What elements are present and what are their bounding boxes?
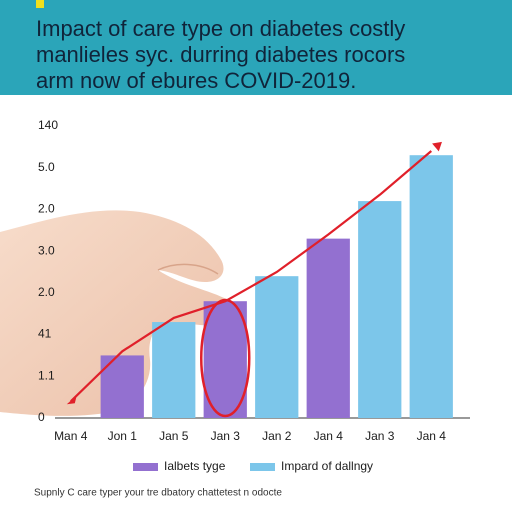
- bar: [358, 201, 402, 418]
- y-tick-label: 2.0: [38, 202, 55, 216]
- y-tick-label: 140: [38, 118, 58, 132]
- y-tick-label: 2.0: [38, 285, 55, 299]
- bar: [152, 322, 196, 418]
- chart-title: manlieles syc. durring diabetes rocors: [36, 42, 405, 67]
- legend-swatch: [250, 463, 275, 471]
- trend-line: [70, 150, 433, 403]
- x-tick-label: Jan 5: [159, 429, 189, 443]
- header-accent: [36, 0, 44, 8]
- y-tick-label: 1.1: [38, 368, 55, 382]
- y-tick-label: 0: [38, 410, 45, 424]
- x-tick-label: Man 4: [54, 429, 88, 443]
- chart-title: arm now of ebures COVID-2019.: [36, 68, 356, 93]
- x-tick-label: Jan 3: [365, 429, 395, 443]
- legend-label: Ialbets tyge: [164, 459, 226, 473]
- legend-label: Impard of dallngy: [281, 459, 373, 473]
- x-tick-label: Jan 4: [417, 429, 447, 443]
- bar: [306, 238, 350, 418]
- y-tick-label: 5.0: [38, 160, 55, 174]
- x-tick-label: Jan 2: [262, 429, 292, 443]
- x-tick-label: Jan 4: [314, 429, 344, 443]
- header-band: [0, 0, 512, 95]
- bar: [255, 276, 299, 418]
- trend-arrowhead: [432, 141, 442, 152]
- bar: [203, 301, 247, 418]
- chart-title: Impact of care type on diabetes costly: [36, 16, 405, 41]
- y-tick-label: 3.0: [38, 243, 55, 257]
- x-tick-label: Jan 3: [211, 429, 241, 443]
- legend-swatch: [133, 463, 158, 471]
- y-tick-label: 41: [38, 327, 52, 341]
- trend-tail: [66, 395, 77, 405]
- bar: [409, 155, 453, 418]
- x-tick-label: Jon 1: [108, 429, 138, 443]
- hand: [0, 210, 237, 416]
- footnote: Supnly C care typer your tre dbatory cha…: [34, 488, 282, 499]
